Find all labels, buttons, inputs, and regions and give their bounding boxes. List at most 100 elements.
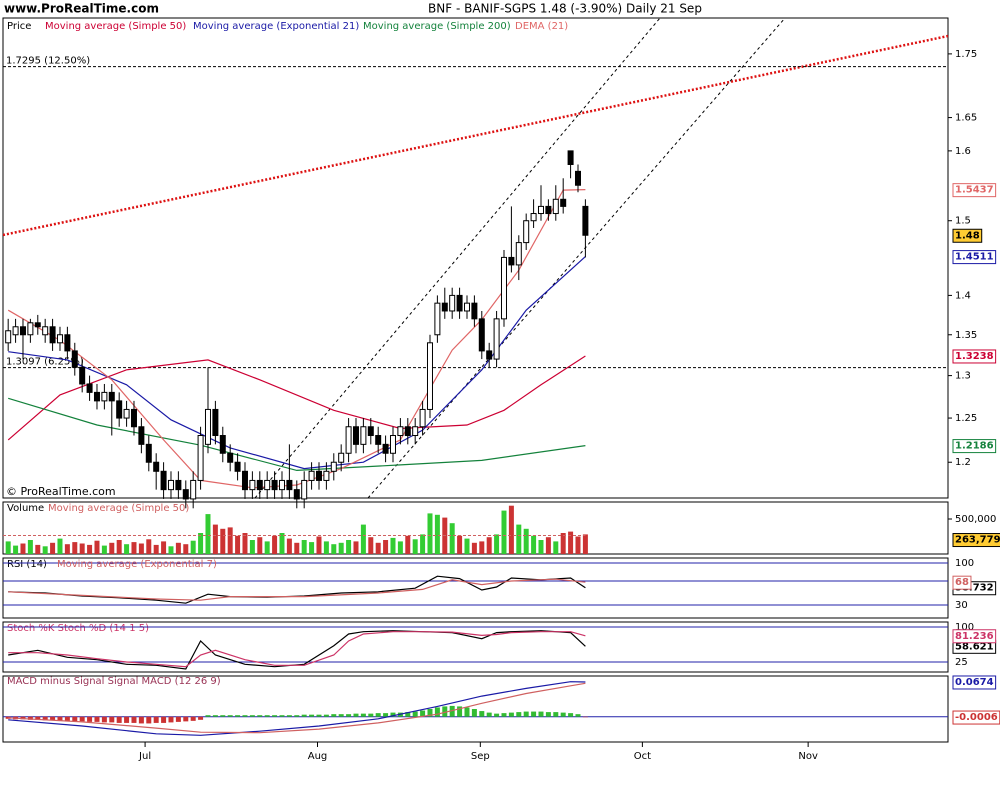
histogram-bar [457, 706, 463, 717]
volume-bar [212, 524, 218, 554]
trend-line [254, 17, 661, 499]
value-label: 1.2186 [955, 441, 994, 452]
legend-entry: Moving average (Simple 50) [48, 503, 189, 514]
legend-price: Price [7, 21, 31, 32]
volume-bar [479, 541, 485, 554]
price-panel [2, 17, 949, 499]
panel-title: RSI (14) [7, 559, 47, 570]
candle-body [256, 479, 263, 491]
candle-body [219, 435, 226, 454]
histogram-bar [323, 714, 329, 717]
candle-body [286, 479, 293, 491]
histogram-bar [286, 715, 292, 717]
candle-body [182, 489, 189, 500]
candle-body [367, 426, 374, 437]
volume-bar [457, 535, 463, 554]
volume-bar [323, 541, 329, 554]
histogram-bar [94, 716, 100, 722]
histogram-bar [50, 716, 56, 721]
volume-bar [294, 542, 300, 554]
y-tick-label: 100 [955, 622, 974, 633]
volume-bar [531, 535, 537, 554]
candle-body [234, 461, 241, 472]
histogram-bar [168, 716, 174, 723]
histogram-bar [183, 716, 189, 722]
volume-bar [64, 544, 70, 554]
y-tick-label: 100 [955, 558, 974, 569]
stoch-panel [2, 621, 949, 673]
histogram-bar [331, 714, 337, 717]
y-tick-label: 1.3 [955, 371, 971, 382]
volume-bar [138, 543, 144, 554]
candle-body [463, 302, 470, 312]
candle-body [404, 426, 411, 437]
indicator-line [8, 682, 586, 734]
value-label-box [952, 533, 1000, 548]
histogram-bar [124, 716, 130, 723]
value-label: 1.5437 [955, 185, 994, 196]
volume-bar [434, 514, 440, 554]
volume-bar [153, 544, 159, 554]
trend-line [367, 17, 786, 499]
histogram-bar [116, 716, 122, 723]
value-label: 68 [955, 577, 969, 588]
volume-bar [161, 541, 167, 554]
value-label-box [952, 250, 997, 265]
x-tick-label: Aug [308, 751, 328, 762]
y-tick-label: 25 [955, 657, 968, 668]
value-label: 81.236 [955, 631, 994, 642]
x-tick-label: Jul [138, 751, 151, 762]
histogram-bar [87, 716, 93, 722]
volume-bar [560, 533, 566, 554]
volume-bar [501, 510, 507, 554]
volume-bar [198, 533, 204, 554]
candle-body [49, 326, 56, 344]
candle-body [315, 470, 322, 481]
volume-bar [538, 540, 544, 554]
volume-bar [449, 523, 455, 554]
candle-body [456, 294, 463, 312]
histogram-bar [131, 716, 137, 723]
volume-bar [427, 513, 433, 554]
volume-bar [146, 539, 152, 554]
volume-bar [72, 542, 78, 554]
histogram-bar [138, 716, 144, 724]
volume-bar [383, 540, 389, 554]
candle-body [375, 435, 382, 445]
x-tick-label: Sep [471, 751, 490, 762]
histogram-bar [575, 714, 581, 717]
y-tick-label: 500,000 [955, 514, 996, 525]
candle-body [138, 426, 145, 445]
volume-bar [124, 544, 130, 554]
histogram-bar [153, 716, 159, 723]
volume-bar [168, 546, 174, 554]
candle-body [108, 391, 115, 402]
candle-body [574, 170, 581, 186]
value-label: 263,779 [955, 535, 1000, 546]
histogram-bar [338, 714, 344, 717]
candle-body [204, 408, 211, 445]
histogram-bar [42, 716, 48, 721]
indicator-line [8, 397, 586, 472]
volume-bar [13, 545, 19, 554]
volume-bar [272, 535, 278, 554]
value-label-box [952, 439, 997, 454]
candle-body [552, 198, 559, 215]
candle-body [175, 479, 182, 491]
value-label: 1.3238 [955, 351, 994, 362]
y-tick-label: 30 [955, 600, 968, 611]
histogram-bar [35, 716, 41, 720]
chart-title: BNF - BANIF-SGPS 1.48 (-3.90%) Daily 21 … [428, 2, 702, 16]
volume-bar [131, 542, 137, 554]
candle-body [19, 326, 26, 336]
histogram-bar [486, 712, 492, 717]
histogram-bar [523, 711, 529, 717]
candle-body [500, 256, 507, 320]
volume-bar [286, 538, 292, 554]
volume-bar [205, 514, 211, 554]
candle-body [249, 479, 256, 491]
volume-bar [116, 540, 122, 554]
site-name: www.ProRealTime.com [4, 2, 159, 16]
histogram-bar [161, 716, 167, 723]
volume-bar [227, 527, 233, 554]
